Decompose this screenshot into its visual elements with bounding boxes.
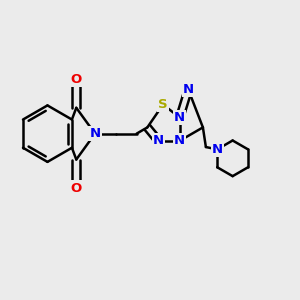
Text: O: O bbox=[71, 73, 82, 86]
Text: N: N bbox=[153, 134, 164, 147]
Text: N: N bbox=[183, 83, 194, 96]
Text: O: O bbox=[71, 182, 82, 194]
Text: S: S bbox=[158, 98, 168, 111]
Text: N: N bbox=[212, 143, 223, 156]
Text: N: N bbox=[174, 111, 185, 124]
Text: N: N bbox=[174, 134, 185, 147]
Text: N: N bbox=[89, 127, 100, 140]
